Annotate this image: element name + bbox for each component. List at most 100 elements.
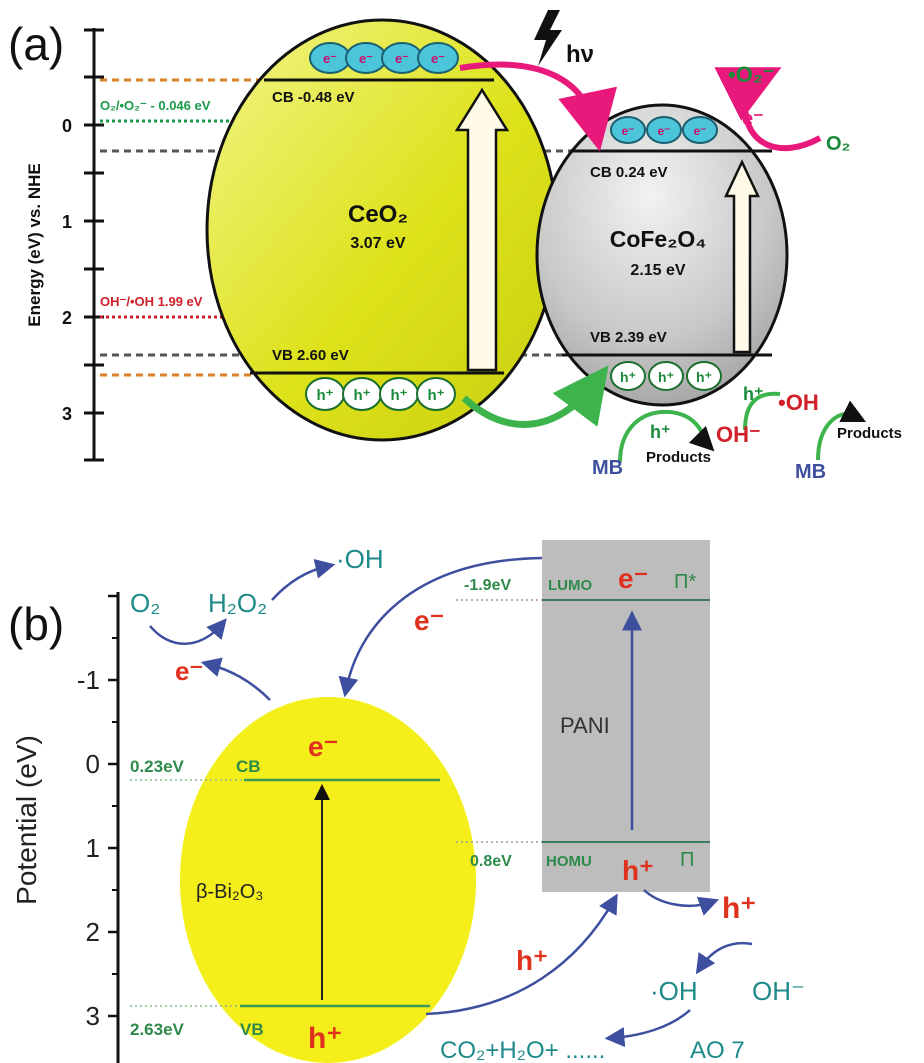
pani-electron: e⁻ <box>618 563 648 594</box>
o2-b-label: O₂ <box>130 588 160 618</box>
pi-star: Π* <box>674 571 696 593</box>
mb-label-left: MB <box>592 457 623 479</box>
pani-lumo-value: -1.9eV <box>464 577 511 594</box>
e1: e⁻ <box>323 51 337 66</box>
h-plus-right: h⁺ <box>743 384 764 404</box>
bi-vb-label: VB <box>240 1020 264 1039</box>
oh-radical-b-label: ·OH <box>650 976 698 1006</box>
e-label-right: e⁻ <box>742 108 764 130</box>
bi-hole: h⁺ <box>308 1022 342 1055</box>
ce2: e⁻ <box>657 124 670 138</box>
pani-hole-out-arrow <box>643 889 720 916</box>
h1: h⁺ <box>316 387 333 404</box>
tick-a-1: 1 <box>62 212 72 232</box>
e2: e⁻ <box>359 51 373 66</box>
ce3: e⁻ <box>693 124 706 138</box>
products-label-right: Products <box>837 425 902 442</box>
h2o2-to-oh-arrow <box>271 558 336 601</box>
cofe-gap: 2.15 eV <box>630 262 685 279</box>
bi-cb-label: CB <box>236 757 261 776</box>
e-transfer-label: e⁻ <box>414 605 444 636</box>
cofe-cb-label: CB 0.24 eV <box>590 164 668 181</box>
ref-oh-label: OH⁻/•OH 1.99 eV <box>100 294 203 309</box>
pani-to-bi-electron-arrow <box>338 556 543 698</box>
ao7-label: AO 7 <box>690 1037 745 1063</box>
panel-b-label: (b) <box>8 598 64 650</box>
ceo2-holes <box>305 377 456 411</box>
ref-o2-label: O₂/•O₂⁻ - 0.046 eV <box>100 98 211 113</box>
cofe-holes <box>610 361 722 391</box>
cofe-excitation-arrow <box>724 159 760 354</box>
electron-transfer-arrow <box>459 61 617 152</box>
pani-hole: h⁺ <box>622 855 654 886</box>
e3: e⁻ <box>395 51 409 66</box>
ceo2-excitation-arrow <box>454 87 510 372</box>
bi-to-pani-hole-arrow <box>425 893 618 1016</box>
cofe-electrons <box>610 116 718 144</box>
bi-name: β-Bi₂O₃ <box>196 881 263 903</box>
ceo2-name: CeO₂ <box>348 201 408 228</box>
ch3: h⁺ <box>696 369 712 385</box>
oh-minus-label: OH⁻ <box>716 422 761 447</box>
tick-b-1: 1 <box>86 833 100 863</box>
oh-arrow <box>743 391 781 431</box>
lightning-icon <box>534 10 562 66</box>
mb-label-right: MB <box>795 461 826 483</box>
tick-a-0: 0 <box>62 116 72 136</box>
tick-b-2: 2 <box>86 917 100 947</box>
hv-label: hν <box>566 41 594 68</box>
ceo2-electrons <box>309 42 459 74</box>
oh-conversion-arrow <box>695 941 753 975</box>
h-transfer-label: h⁺ <box>516 945 548 976</box>
tick-b-neg1: -1 <box>77 665 100 695</box>
h2o2-label: H₂O₂ <box>208 588 267 618</box>
ce1: e⁻ <box>621 124 634 138</box>
h2: h⁺ <box>353 387 370 404</box>
ceo2-cb-label: CB -0.48 eV <box>272 89 355 106</box>
axis-title-a: Energy (eV) vs. NHE <box>25 163 44 326</box>
bi-e-to-o2-arrow <box>200 657 271 701</box>
pani-homo-label: HOMU <box>546 853 592 870</box>
o2-reduction-arrow <box>714 67 822 152</box>
products-label-left: Products <box>646 449 711 466</box>
ch1: h⁺ <box>620 369 636 385</box>
bi-vb-value: 2.63eV <box>130 1020 185 1039</box>
o2-to-h2o2-arrow <box>149 618 227 645</box>
pani-rect <box>542 540 710 892</box>
e-left-label: e⁻ <box>175 656 203 686</box>
panel-a-label: (a) <box>8 18 64 70</box>
h4: h⁺ <box>427 387 444 404</box>
products-b-label: CO₂+H₂O+ ...... <box>440 1037 605 1063</box>
oh-top-label: ·OH <box>336 544 384 574</box>
hole-transfer-arrow <box>461 365 609 428</box>
panel-a-axis <box>84 28 104 462</box>
ceo2-vb-label: VB 2.60 eV <box>272 347 349 364</box>
ceo2-gap: 3.07 eV <box>350 235 405 252</box>
bi-electron: e⁻ <box>308 731 338 762</box>
cofe-vb-label: VB 2.39 eV <box>590 329 667 346</box>
oh-radical-label: •OH <box>778 390 819 415</box>
h3: h⁺ <box>390 387 407 404</box>
e4: e⁻ <box>431 51 445 66</box>
panel-b-axis <box>108 592 120 1063</box>
cofe-ellipse <box>535 103 789 407</box>
bi2o3-ellipse <box>180 697 476 1063</box>
pani-homo-value: 0.8eV <box>470 853 512 870</box>
h-right-label: h⁺ <box>722 892 756 925</box>
tick-b-3: 3 <box>86 1001 100 1031</box>
axis-title-b: Potential (eV) <box>11 735 42 905</box>
h-plus-mid: h⁺ <box>650 422 671 442</box>
tick-b-0: 0 <box>86 749 100 779</box>
tick-a-2: 2 <box>62 308 72 328</box>
bi-cb-value: 0.23eV <box>130 757 185 776</box>
ch2: h⁺ <box>658 369 674 385</box>
pani-name: PANI <box>560 713 610 738</box>
cofe-name: CoFe₂O₄ <box>610 226 707 252</box>
tick-a-3: 3 <box>62 404 72 424</box>
pani-lumo-label: LUMO <box>548 577 592 594</box>
o2-label: O₂ <box>826 133 850 155</box>
oh-minus-b-label: OH⁻ <box>752 976 805 1006</box>
superoxide-label: •O₂⁻ <box>728 62 774 87</box>
pi: Π <box>680 849 694 871</box>
